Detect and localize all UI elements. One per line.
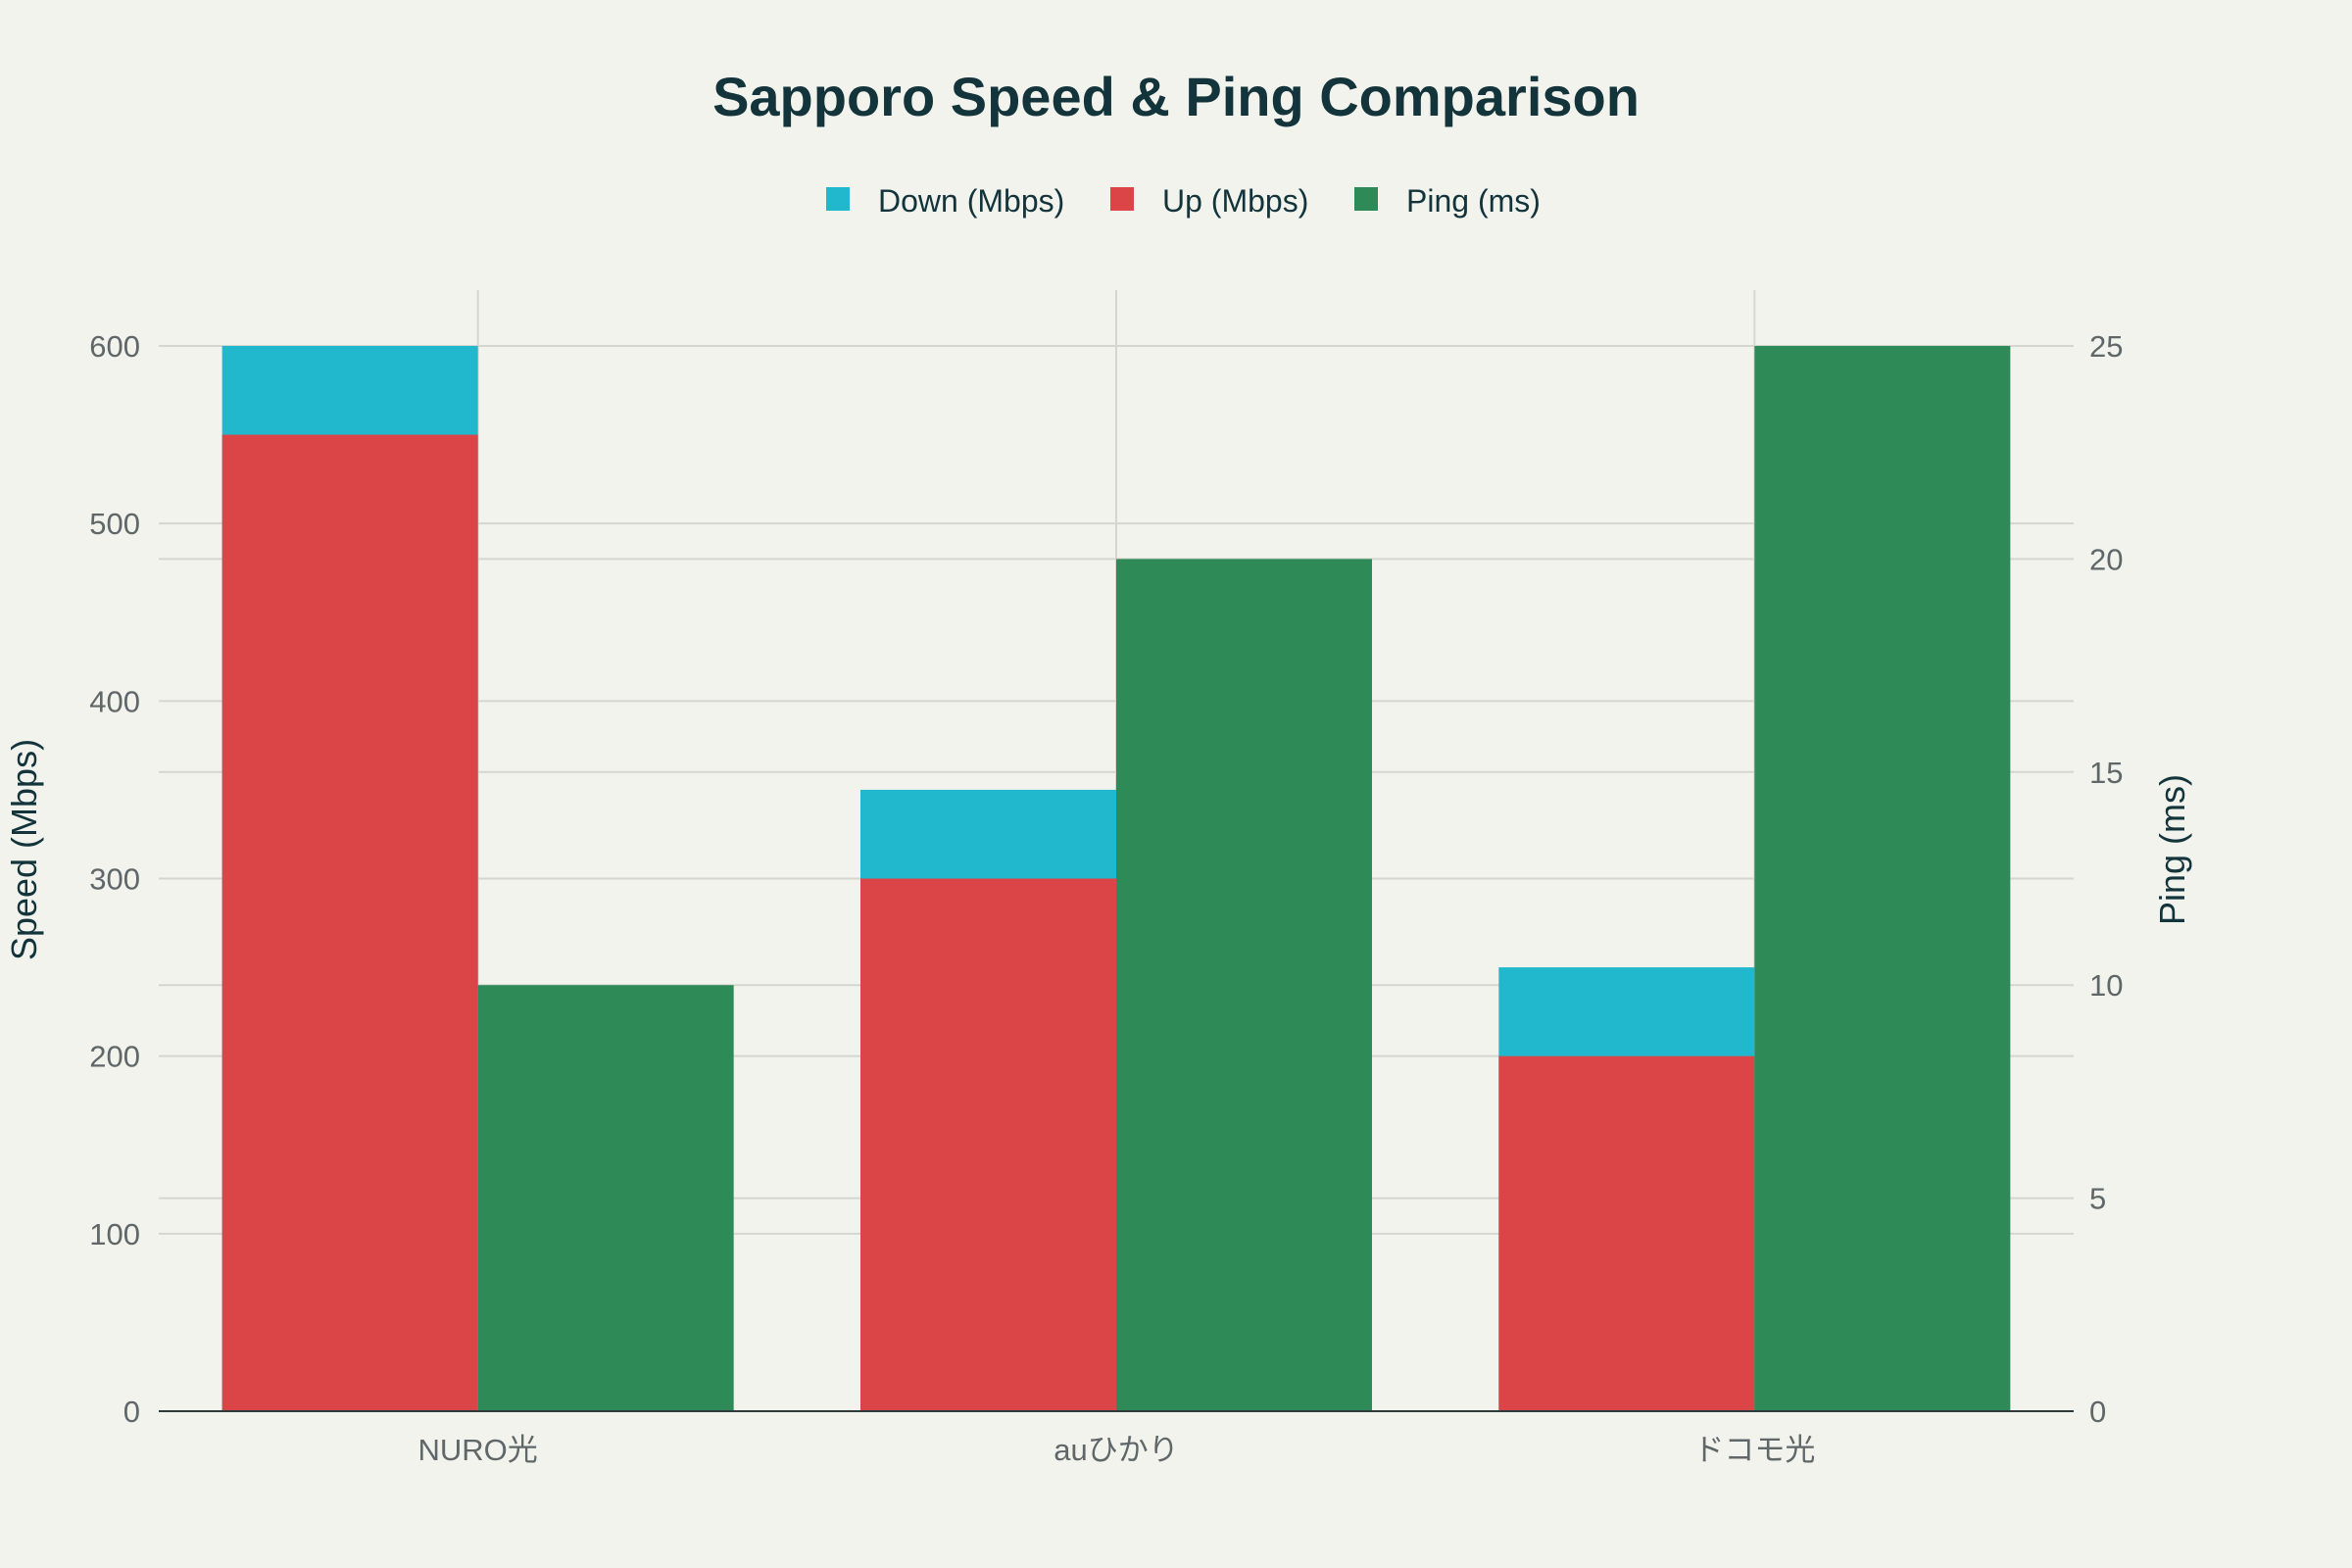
legend: Down (Mbps) Up (Mbps) Ping (ms) (826, 183, 1541, 219)
y2-tick-label: 10 (2089, 968, 2123, 1003)
y2-axis-title: Ping (ms) (2152, 774, 2192, 925)
bar-ping (1754, 346, 2011, 1411)
y2-tick-label: 5 (2089, 1182, 2106, 1216)
legend-label: Down (Mbps) (878, 183, 1064, 219)
x-tick-label: NURO光 (418, 1433, 538, 1467)
y-axis-title: Speed (Mbps) (4, 739, 44, 960)
y-tick-label: 100 (89, 1217, 140, 1251)
legend-swatch (826, 187, 850, 211)
chart-title: Sapporo Speed & Ping Comparison (712, 66, 1640, 127)
bar-up (1498, 1055, 1755, 1411)
legend-swatch (1354, 187, 1378, 211)
y2-tick-label: 15 (2089, 756, 2123, 790)
y2-tick-label: 20 (2089, 542, 2123, 576)
bar-up (860, 878, 1116, 1411)
x-tick-label: auひかり (1054, 1433, 1178, 1467)
legend-label: Up (Mbps) (1162, 183, 1308, 219)
y-tick-label: 300 (89, 862, 140, 897)
y2-tick-label: 25 (2089, 329, 2123, 364)
bars (221, 346, 2011, 1411)
x-tick-label: ドコモ光 (1693, 1433, 1815, 1467)
y-tick-label: 200 (89, 1040, 140, 1074)
bar-ping (477, 985, 734, 1411)
legend-swatch (1110, 187, 1134, 211)
y-tick-label: 0 (123, 1395, 140, 1429)
y2-tick-label: 0 (2089, 1395, 2106, 1429)
bar-ping (1116, 559, 1372, 1411)
bar-up (221, 434, 478, 1411)
y-tick-label: 400 (89, 684, 140, 718)
y-tick-label: 600 (89, 329, 140, 364)
y-tick-label: 500 (89, 507, 140, 541)
axes: 0 100 200 300 400 500 600 0 5 10 15 20 25 NURO光 auひかり ド… (89, 329, 2123, 1467)
legend-label: Ping (ms) (1406, 183, 1541, 219)
